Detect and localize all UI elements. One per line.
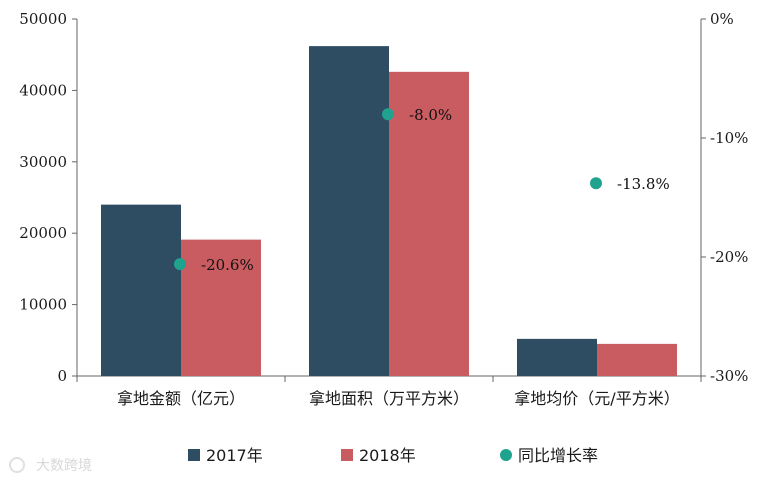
watermark-logo-icon xyxy=(9,457,25,473)
legend: 2017年 2018年 同比增长率 xyxy=(188,446,598,465)
legend-swatch xyxy=(500,449,512,461)
bar-2017年-1 xyxy=(309,46,389,377)
category-label: 拿地均价（元/平方米） xyxy=(514,389,679,408)
watermark: 大数跨境 xyxy=(9,457,92,474)
legend-label: 2018年 xyxy=(359,446,416,465)
category-label: 拿地面积（万平方米） xyxy=(309,389,469,408)
right-tick-label: -20% xyxy=(710,248,748,266)
growth-point xyxy=(590,177,602,190)
left-tick-label: 30000 xyxy=(19,153,67,171)
legend-label: 2017年 xyxy=(206,446,263,465)
left-tick-label: 20000 xyxy=(19,224,67,242)
growth-point xyxy=(382,108,394,121)
bar-series xyxy=(101,46,677,377)
right-tick-label: -10% xyxy=(710,129,748,147)
legend-swatch xyxy=(188,449,200,461)
bar-2018年-0 xyxy=(181,239,261,376)
left-tick-label: 0 xyxy=(57,367,67,385)
growth-data-label: -13.8% xyxy=(617,175,670,193)
left-tick-label: 40000 xyxy=(19,81,67,99)
right-tick-label: -30% xyxy=(710,367,748,385)
legend-label: 同比增长率 xyxy=(518,446,598,465)
growth-point xyxy=(174,258,186,271)
bar-2017年-2 xyxy=(517,338,597,376)
growth-data-label: -20.6% xyxy=(201,256,254,274)
bar-2017年-0 xyxy=(101,204,181,376)
watermark-text: 大数跨境 xyxy=(36,458,92,474)
growth-rate-points: -20.6% -8.0% -13.8% xyxy=(174,106,670,274)
legend-swatch xyxy=(341,449,353,461)
bar-2018年-2 xyxy=(597,343,677,376)
bar-2018年-1 xyxy=(389,71,469,376)
growth-data-label: -8.0% xyxy=(409,106,452,124)
left-tick-label: 50000 xyxy=(19,10,67,28)
left-tick-label: 10000 xyxy=(19,296,67,314)
right-tick-label: 0% xyxy=(710,10,734,28)
axes: 0 10000 20000 30000 40000 50000 0% -10% -20% -30%… xyxy=(19,10,748,408)
category-label: 拿地金额（亿元） xyxy=(117,389,245,408)
